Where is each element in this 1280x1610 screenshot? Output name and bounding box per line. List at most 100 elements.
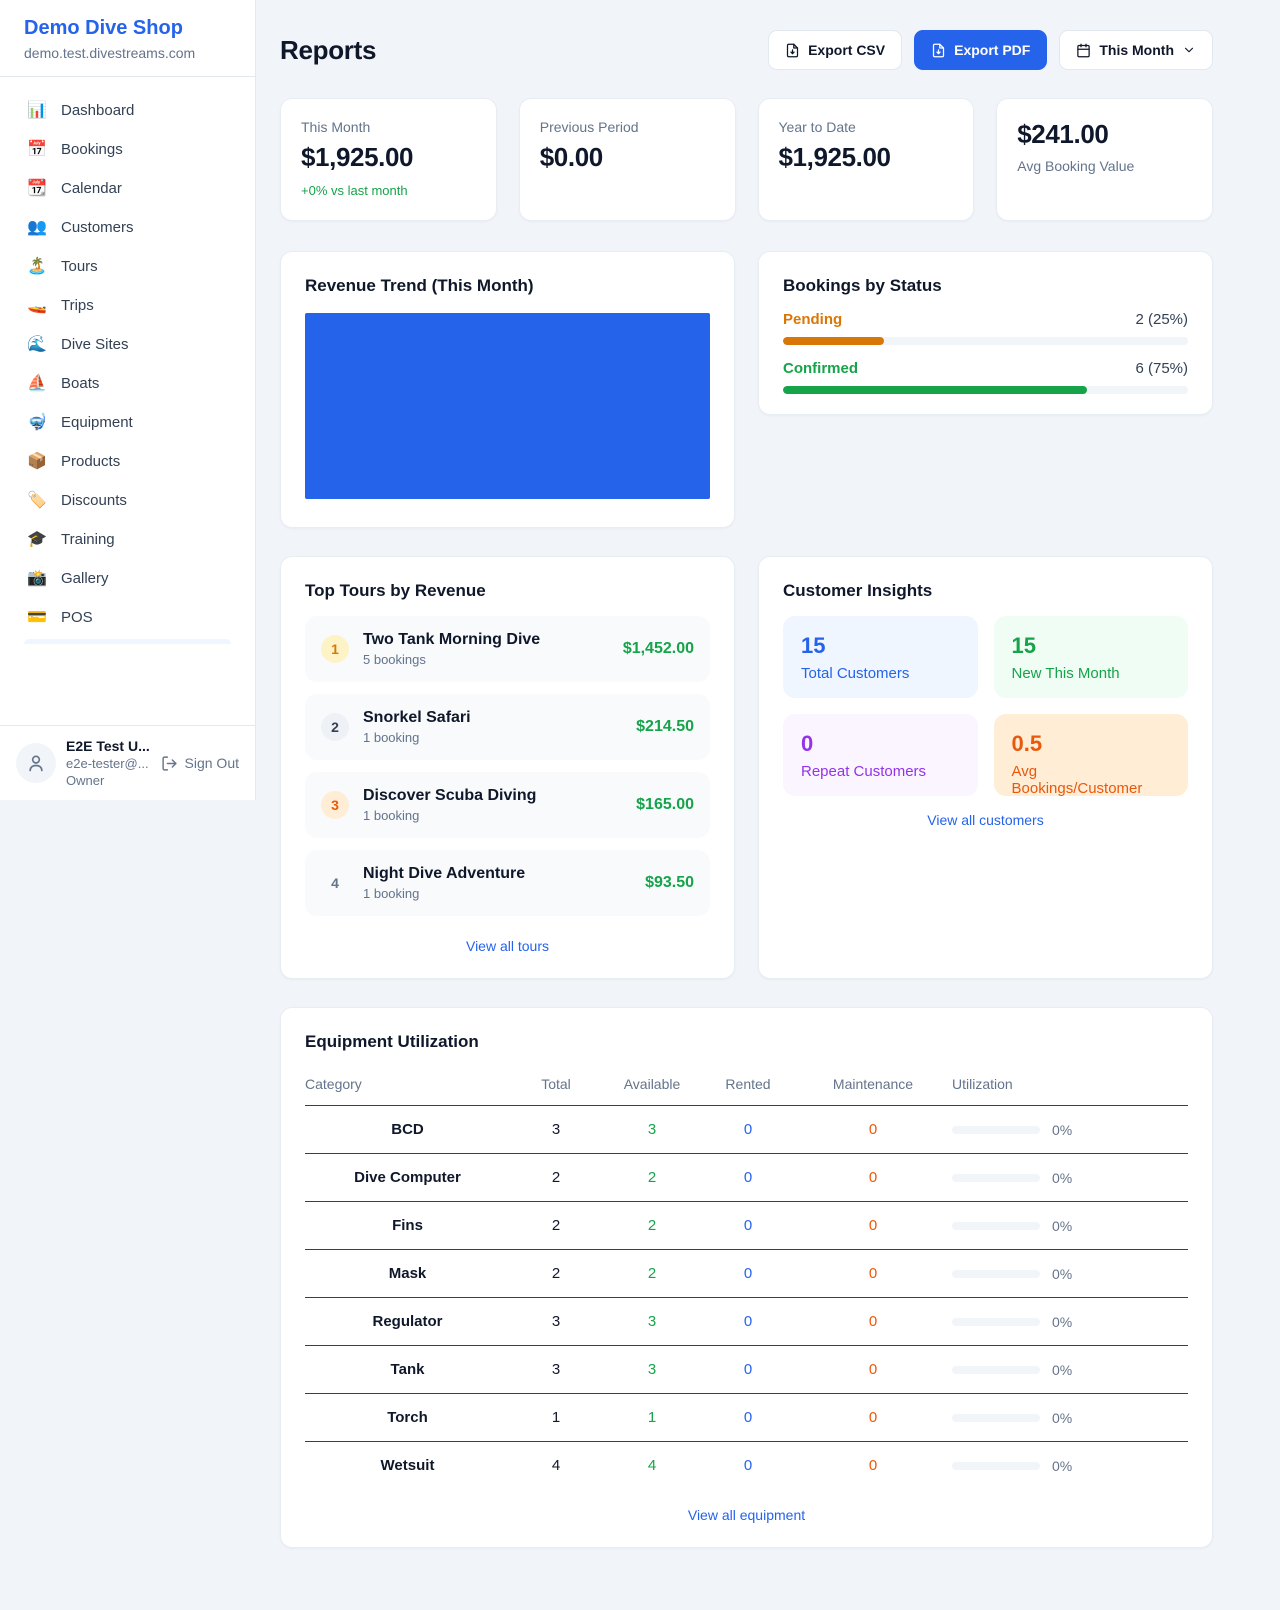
- page-title: Reports: [280, 34, 377, 65]
- utilization-pct: 0%: [1052, 1217, 1073, 1234]
- tile-repeat-customers: 0 Repeat Customers: [783, 714, 978, 796]
- sidebar-item-discounts[interactable]: 🏷️ Discounts: [12, 483, 243, 518]
- rank-badge: 4: [331, 875, 339, 891]
- utilization-cell: 0%: [952, 1122, 1188, 1138]
- sidebar-item-training[interactable]: 🎓 Training: [12, 522, 243, 557]
- sidebar-item-tours[interactable]: 🏝️ Tours: [12, 249, 243, 284]
- stat-card-year-to-date: Year to Date $1,925.00: [757, 98, 975, 221]
- utilization-track: [952, 1365, 1040, 1374]
- cell-rented: 0: [702, 1105, 794, 1154]
- sidebar-item-products[interactable]: 📦 Products: [12, 444, 243, 479]
- sidebar-item-label: Dive Sites: [61, 336, 129, 353]
- export-csv-label: Export CSV: [808, 42, 886, 58]
- user-footer: E2E Test U... e2e-tester@... Owner Sign …: [0, 725, 255, 800]
- sidebar-item-dive-sites[interactable]: 🌊 Dive Sites: [12, 327, 243, 362]
- cell-total: 3: [510, 1105, 602, 1154]
- cell-maintenance: 0: [794, 1345, 952, 1394]
- credit-card-icon: 💳: [27, 608, 47, 626]
- cell-maintenance: 0: [794, 1153, 952, 1202]
- sidebar-item-bookings[interactable]: 📅 Bookings: [12, 132, 243, 167]
- utilization-cell: 0%: [952, 1362, 1188, 1378]
- cell-rented: 0: [702, 1297, 794, 1346]
- utilization-track: [952, 1221, 1040, 1230]
- sidebar-item-label: Customers: [61, 219, 134, 236]
- progress-track: [783, 337, 1188, 345]
- cell-rented: 0: [702, 1345, 794, 1394]
- customer-insights-card: Customer Insights 15 Total Customers 15 …: [758, 556, 1213, 979]
- user-meta: E2E Test U... e2e-tester@... Owner: [66, 738, 151, 788]
- main-content: Reports Export CSV Export PDF This Month: [280, 0, 1213, 1548]
- user-name: E2E Test U...: [66, 738, 150, 754]
- export-csv-button[interactable]: Export CSV: [768, 30, 903, 70]
- header-actions: Export CSV Export PDF This Month: [768, 30, 1213, 70]
- sidebar-item-gallery[interactable]: 📸 Gallery: [12, 561, 243, 596]
- utilization-cell: 0%: [952, 1410, 1188, 1426]
- sidebar: Demo Dive Shop demo.test.divestreams.com…: [0, 0, 256, 800]
- sign-out-label: Sign Out: [184, 755, 239, 771]
- column-header-utilization: Utilization: [952, 1066, 1188, 1106]
- sidebar-item-reports-active-peek[interactable]: [24, 639, 231, 644]
- table-row: BCD 3 3 0 0 0%: [305, 1105, 1188, 1154]
- tour-bookings: 5 bookings: [363, 652, 426, 667]
- progress-track: [783, 386, 1188, 394]
- sidebar-item-dashboard[interactable]: 📊 Dashboard: [12, 93, 243, 128]
- period-dropdown[interactable]: This Month: [1059, 30, 1213, 70]
- tile-value: 0.5: [1011, 731, 1043, 756]
- view-all-equipment-link[interactable]: View all equipment: [687, 1507, 806, 1523]
- user-email: e2e-tester@...: [66, 756, 149, 771]
- tour-row: 3 Discover Scuba Diving 1 booking $165.0…: [305, 772, 710, 838]
- stat-card-avg-booking-value: $241.00 Avg Booking Value: [996, 98, 1213, 221]
- tile-value: 15: [1011, 633, 1036, 658]
- tour-revenue: $93.50: [645, 874, 694, 891]
- column-header-category: Category: [305, 1066, 510, 1106]
- utilization-pct: 0%: [1052, 1169, 1073, 1186]
- view-all-tours-link[interactable]: View all tours: [465, 938, 549, 954]
- sidebar-item-equipment[interactable]: 🤿 Equipment: [12, 405, 243, 440]
- tag-icon: 🏷️: [27, 491, 47, 509]
- sidebar-item-pos[interactable]: 💳 POS: [12, 600, 243, 635]
- tile-label: New This Month: [1011, 665, 1120, 682]
- person-icon: [29, 755, 43, 772]
- tile-avg-bookings-customer: 0.5 Avg Bookings/Customer: [993, 714, 1188, 797]
- bookings-by-status-title: Bookings by Status: [783, 276, 942, 295]
- file-download-icon: [932, 43, 945, 57]
- diving-mask-icon: 🤿: [27, 413, 47, 431]
- cell-rented: 0: [743, 1457, 753, 1474]
- tour-bookings: 1 booking: [363, 886, 420, 901]
- cell-maintenance: 0: [794, 1201, 952, 1250]
- sidebar-item-trips[interactable]: 🚤 Trips: [12, 288, 243, 323]
- column-header-rented: Rented: [702, 1066, 794, 1106]
- cell-category: Regulator: [305, 1297, 510, 1346]
- sidebar-item-calendar[interactable]: 📆 Calendar: [12, 171, 243, 206]
- stat-value: $1,925.00: [778, 142, 891, 172]
- stat-value: $0.00: [539, 142, 603, 172]
- file-download-icon: [786, 43, 799, 57]
- cell-category: Tank: [305, 1345, 510, 1394]
- cell-maintenance: 0: [794, 1105, 952, 1154]
- table-row: Mask 2 2 0 0 0%: [305, 1249, 1188, 1298]
- sidebar-item-label: Calendar: [61, 180, 122, 197]
- rank-badge: 3: [321, 791, 349, 819]
- customer-insights-title: Customer Insights: [783, 581, 933, 600]
- bookings-by-status-card: Bookings by Status Pending 2 (25%) Confi…: [758, 251, 1213, 415]
- tile-label: Repeat Customers: [801, 763, 927, 780]
- tour-list: 1 Two Tank Morning Dive 5 bookings $1,45…: [305, 616, 710, 916]
- utilization-track: [952, 1125, 1040, 1134]
- export-pdf-button[interactable]: Export PDF: [914, 30, 1048, 70]
- view-all-customers-link[interactable]: View all customers: [927, 812, 1044, 828]
- sidebar-item-boats[interactable]: ⛵ Boats: [12, 366, 243, 401]
- sign-out-button[interactable]: Sign Out: [161, 755, 239, 772]
- tile-value: 0: [801, 731, 814, 756]
- sidebar-item-label: Equipment: [61, 414, 133, 431]
- top-tours-title: Top Tours by Revenue: [305, 581, 486, 600]
- cell-available: 2: [602, 1201, 702, 1250]
- table-row: Torch 1 1 0 0 0%: [305, 1393, 1188, 1442]
- cell-rented: 0: [702, 1201, 794, 1250]
- sidebar-item-customers[interactable]: 👥 Customers: [12, 210, 243, 245]
- revenue-trend-chart: [305, 313, 710, 499]
- insight-tiles: 15 Total Customers 15 New This Month 0 R…: [783, 616, 1188, 797]
- tile-value: 15: [801, 633, 826, 658]
- stats-row: This Month $1,925.00 +0% vs last month P…: [280, 98, 1213, 221]
- utilization-pct: 0%: [1052, 1409, 1073, 1426]
